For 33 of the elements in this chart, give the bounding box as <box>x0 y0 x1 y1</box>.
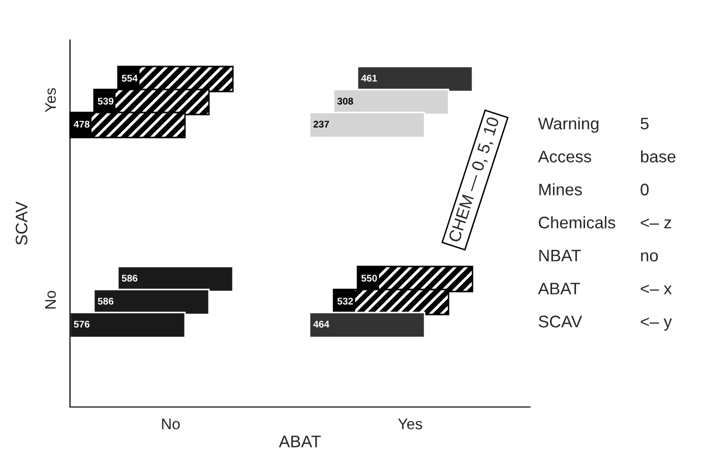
text: SCAV <box>538 316 582 328</box>
data-label: 576 <box>74 320 90 328</box>
data-label: 586 <box>98 298 114 305</box>
text: CHEM — 0, 5, 10 <box>448 116 502 244</box>
data-label: 550 <box>361 274 377 282</box>
text: <– z <box>640 218 672 228</box>
category-label: No <box>45 290 56 309</box>
text: Warning <box>538 117 598 133</box>
text: ABAT <box>538 282 580 294</box>
text: base <box>641 150 676 162</box>
data-label: 461 <box>361 74 378 82</box>
data-label: 464 <box>313 320 330 328</box>
text: 5 <box>640 118 649 130</box>
text: ABAT <box>278 436 321 448</box>
text: no <box>641 252 658 262</box>
text: SCAV <box>16 201 28 245</box>
category-label: Yes <box>398 418 422 430</box>
text: 0 <box>640 184 649 196</box>
data-label: 532 <box>337 298 353 305</box>
text: Chemicals <box>538 216 616 228</box>
text: Access <box>538 150 592 162</box>
data-label: 554 <box>122 74 138 82</box>
category-label: No <box>162 418 180 430</box>
data-label: 308 <box>337 98 354 105</box>
text: <– y <box>640 318 672 331</box>
data-label: 586 <box>122 274 138 282</box>
category-label: Yes <box>45 88 56 112</box>
text: NBAT <box>539 250 581 262</box>
data-label: 539 <box>98 98 114 105</box>
text: Mines <box>539 183 582 196</box>
data-label: 237 <box>314 120 329 128</box>
data-label: 478 <box>74 120 90 128</box>
text: <– x <box>640 284 672 294</box>
